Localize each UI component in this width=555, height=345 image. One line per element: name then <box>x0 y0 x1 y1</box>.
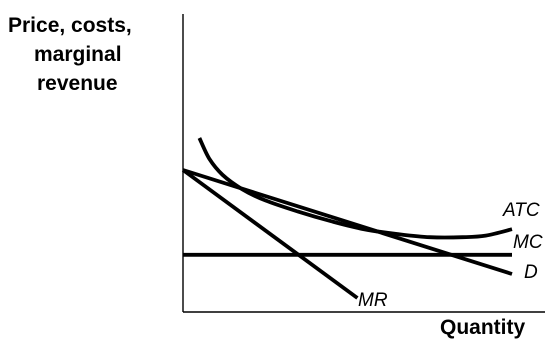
atc-curve <box>197 137 513 240</box>
d-label: D <box>524 262 538 283</box>
mr-label: MR <box>358 290 388 311</box>
atc-label: ATC <box>502 200 540 221</box>
demand-line <box>182 168 513 276</box>
y-axis-label-line-3: revenue <box>37 72 118 95</box>
y-axis-label-line-2: marginal <box>34 43 122 66</box>
mr-line <box>181 168 359 300</box>
y-axis-label-line-1: Price, costs, <box>8 14 132 37</box>
mc-label: MC <box>513 232 543 253</box>
x-axis-label: Quantity <box>440 316 526 339</box>
